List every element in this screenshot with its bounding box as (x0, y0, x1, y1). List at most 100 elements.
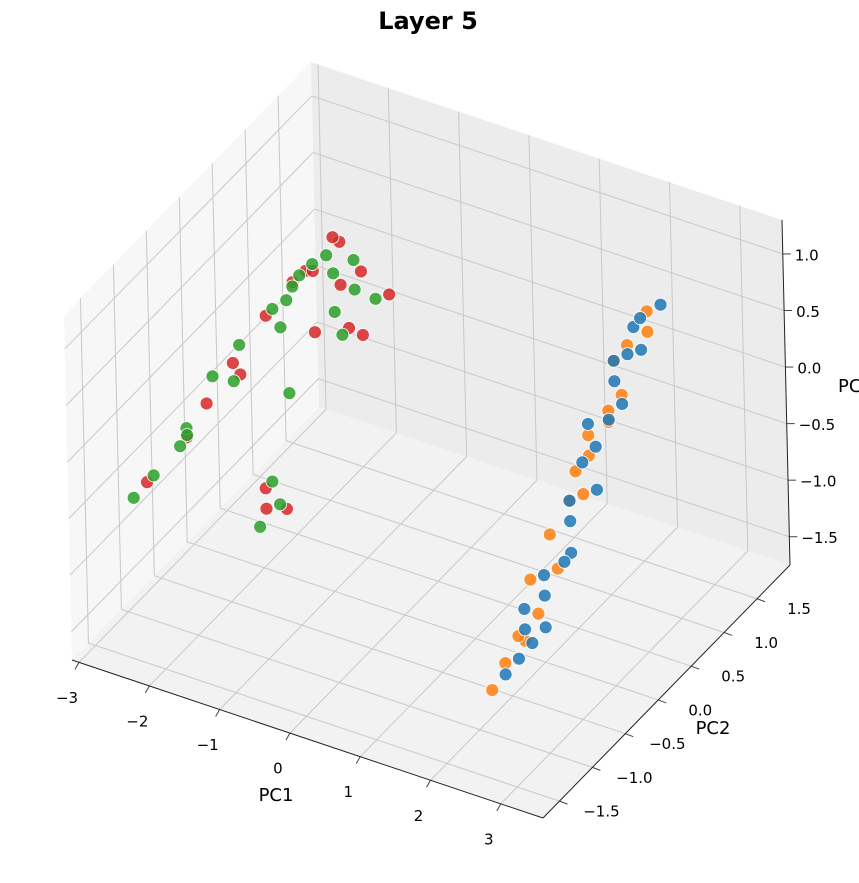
x-axis (71, 659, 544, 819)
tick-mark (723, 631, 733, 636)
point (308, 325, 322, 340)
point (485, 683, 500, 698)
grid-line (598, 158, 608, 504)
grid-line (430, 526, 678, 781)
grid-line (244, 129, 254, 475)
point (292, 268, 307, 283)
z-tick-label: 1.0 (795, 246, 819, 264)
point (173, 439, 188, 454)
point (232, 338, 247, 352)
grid-line (121, 608, 593, 768)
point (634, 342, 648, 357)
grid-line (528, 135, 538, 481)
point (205, 369, 220, 384)
grid-line (277, 95, 287, 441)
z-axis (781, 219, 791, 566)
point (589, 482, 604, 497)
grid-line (70, 378, 319, 633)
point (606, 353, 621, 368)
grid-line (112, 264, 122, 610)
grid-line (739, 205, 749, 551)
z-tick-label: 0.5 (796, 303, 820, 321)
point (382, 287, 397, 302)
point (253, 519, 268, 534)
point (180, 428, 195, 442)
x-tick-label: 0 (273, 760, 283, 778)
point (279, 293, 294, 308)
grid-line (252, 473, 725, 633)
point (498, 667, 513, 682)
point (581, 417, 595, 431)
point (225, 356, 240, 370)
grid-line (316, 321, 789, 481)
point (347, 282, 362, 297)
point (226, 374, 241, 389)
point (531, 606, 546, 621)
y-axis (542, 564, 791, 819)
grid-line (359, 503, 608, 758)
grid-line (67, 208, 315, 463)
tick-mark (285, 732, 291, 741)
point (563, 514, 578, 529)
point (146, 468, 161, 483)
z-tick-label: −1.5 (801, 529, 837, 547)
x-tick-label: 2 (414, 807, 424, 825)
point (538, 620, 553, 635)
x-axis-title: PC1 (259, 785, 294, 806)
point (640, 324, 655, 339)
point (199, 396, 214, 411)
point (557, 554, 572, 569)
y-tick-label: 1.0 (754, 634, 778, 652)
x-tick-label: 1 (343, 783, 353, 801)
point (517, 602, 532, 616)
grid-line (79, 298, 89, 644)
grid-line (312, 152, 785, 311)
grid-line (64, 95, 313, 350)
point (537, 588, 552, 603)
pane-floor (72, 407, 790, 818)
grid-line (285, 440, 758, 600)
tick-mark (144, 685, 150, 694)
point (265, 474, 280, 489)
point (126, 490, 141, 505)
point (305, 257, 320, 271)
grid-line (78, 409, 327, 663)
y-tick-label: −1.5 (583, 803, 619, 821)
point (601, 412, 616, 427)
tick-mark (658, 699, 667, 704)
y-tick-label: 1.5 (787, 600, 811, 618)
grid-line (211, 163, 221, 509)
x-tick-label: −1 (197, 736, 219, 754)
point (319, 248, 334, 263)
point (525, 636, 540, 650)
z-tick-label: 0.0 (797, 360, 821, 378)
tick-mark (355, 756, 361, 764)
point (333, 277, 348, 292)
point (576, 487, 591, 502)
point (355, 328, 370, 342)
y-tick-label: −0.5 (649, 735, 685, 753)
grid-line (145, 230, 155, 576)
tick-mark (691, 665, 700, 670)
point (512, 651, 526, 666)
point (259, 501, 274, 516)
grid-line (314, 208, 786, 368)
grid-line (219, 456, 467, 710)
point (335, 327, 350, 342)
x-tick-label: 3 (484, 830, 494, 848)
y-tick-label: 0.0 (688, 701, 712, 719)
point (282, 386, 297, 401)
point (325, 230, 340, 245)
point (562, 493, 577, 508)
point (518, 622, 532, 637)
y-tick-label: −1.0 (616, 769, 652, 787)
grid-line (387, 87, 397, 433)
point (588, 439, 603, 454)
tick-mark (215, 709, 221, 717)
point (523, 572, 538, 587)
tick-mark (756, 598, 766, 603)
grid-line (220, 507, 692, 667)
grid-line (318, 378, 790, 538)
pane-back (311, 62, 790, 565)
tick-mark (496, 803, 502, 812)
